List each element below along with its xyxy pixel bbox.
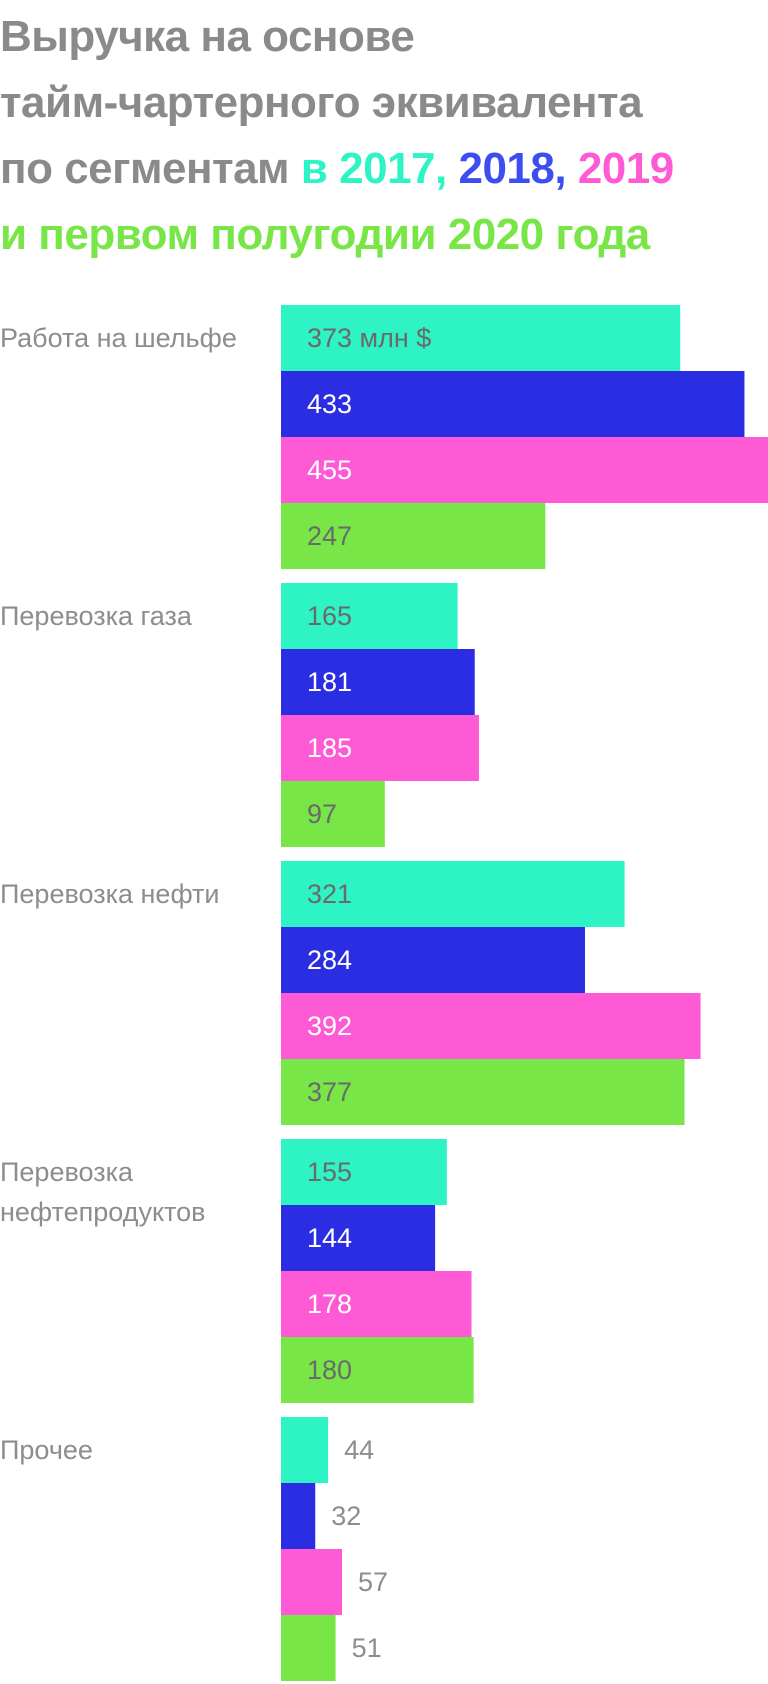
title-line-3: по сегментам в 2017, 2018, 2019 — [0, 144, 674, 193]
value-label: 51 — [352, 1633, 382, 1663]
bar-2017 — [281, 583, 458, 649]
bar-2020 — [281, 503, 546, 569]
value-label: 57 — [358, 1567, 388, 1597]
value-label: 155 — [307, 1157, 352, 1187]
bar-2019 — [281, 437, 768, 503]
value-label: 44 — [344, 1435, 374, 1465]
legend-2017: 2017, — [339, 144, 447, 193]
category-label: Перевозка газа — [0, 601, 193, 631]
value-label: 247 — [307, 521, 352, 551]
category-label: Перевозка нефти — [0, 879, 220, 909]
bar-2020 — [281, 1059, 685, 1125]
title-line-1: Выручка на основе — [0, 12, 415, 61]
bar-2020 — [281, 1615, 336, 1681]
value-label: 321 — [307, 879, 352, 909]
value-label: 377 — [307, 1077, 352, 1107]
legend-2020-line: и первом полугодии 2020 года — [0, 210, 650, 259]
category-label: Прочее — [0, 1435, 93, 1465]
bar-2020 — [281, 1337, 474, 1403]
value-label: 97 — [307, 799, 337, 829]
legend-2019: 2019 — [577, 144, 674, 193]
value-label: 284 — [307, 945, 352, 975]
legend-2018: 2018 — [458, 144, 555, 193]
bar-2017 — [281, 861, 625, 927]
value-label: 178 — [307, 1289, 352, 1319]
title-in-word: в — [300, 144, 340, 193]
bar-2019 — [281, 715, 480, 781]
legend-comma: , — [554, 144, 567, 193]
value-label: 185 — [307, 733, 352, 763]
title-line-2: тайм-чартерного эквивалента — [0, 78, 643, 127]
bar-2017 — [281, 1139, 447, 1205]
category-label: Работа на шельфе — [0, 323, 237, 353]
bar-2020 — [281, 781, 385, 847]
value-label: 165 — [307, 601, 352, 631]
bar-2017 — [281, 305, 681, 371]
value-label: 373 млн $ — [307, 323, 431, 353]
bar-2018 — [281, 649, 475, 715]
bar-2017 — [281, 1417, 329, 1483]
value-label: 455 — [307, 455, 352, 485]
value-label: 144 — [307, 1223, 352, 1253]
bar-2019 — [281, 993, 701, 1059]
bar-2019 — [281, 1271, 472, 1337]
bar-2018 — [281, 1205, 436, 1271]
title-line-3-prefix: по сегментам — [0, 144, 301, 193]
category-label: Перевозка нефтепродуктов — [0, 1157, 205, 1227]
bar-2018 — [281, 927, 585, 993]
value-label: 392 — [307, 1011, 352, 1041]
value-label: 433 — [307, 389, 352, 419]
value-label: 181 — [307, 667, 352, 697]
value-label: 180 — [307, 1355, 352, 1385]
value-label: 32 — [331, 1501, 361, 1531]
bar-2018 — [281, 371, 745, 437]
bar-2019 — [281, 1549, 343, 1615]
bar-2018 — [281, 1483, 316, 1549]
chart-title: Выручка на основе тайм-чартерного эквива… — [0, 4, 768, 268]
